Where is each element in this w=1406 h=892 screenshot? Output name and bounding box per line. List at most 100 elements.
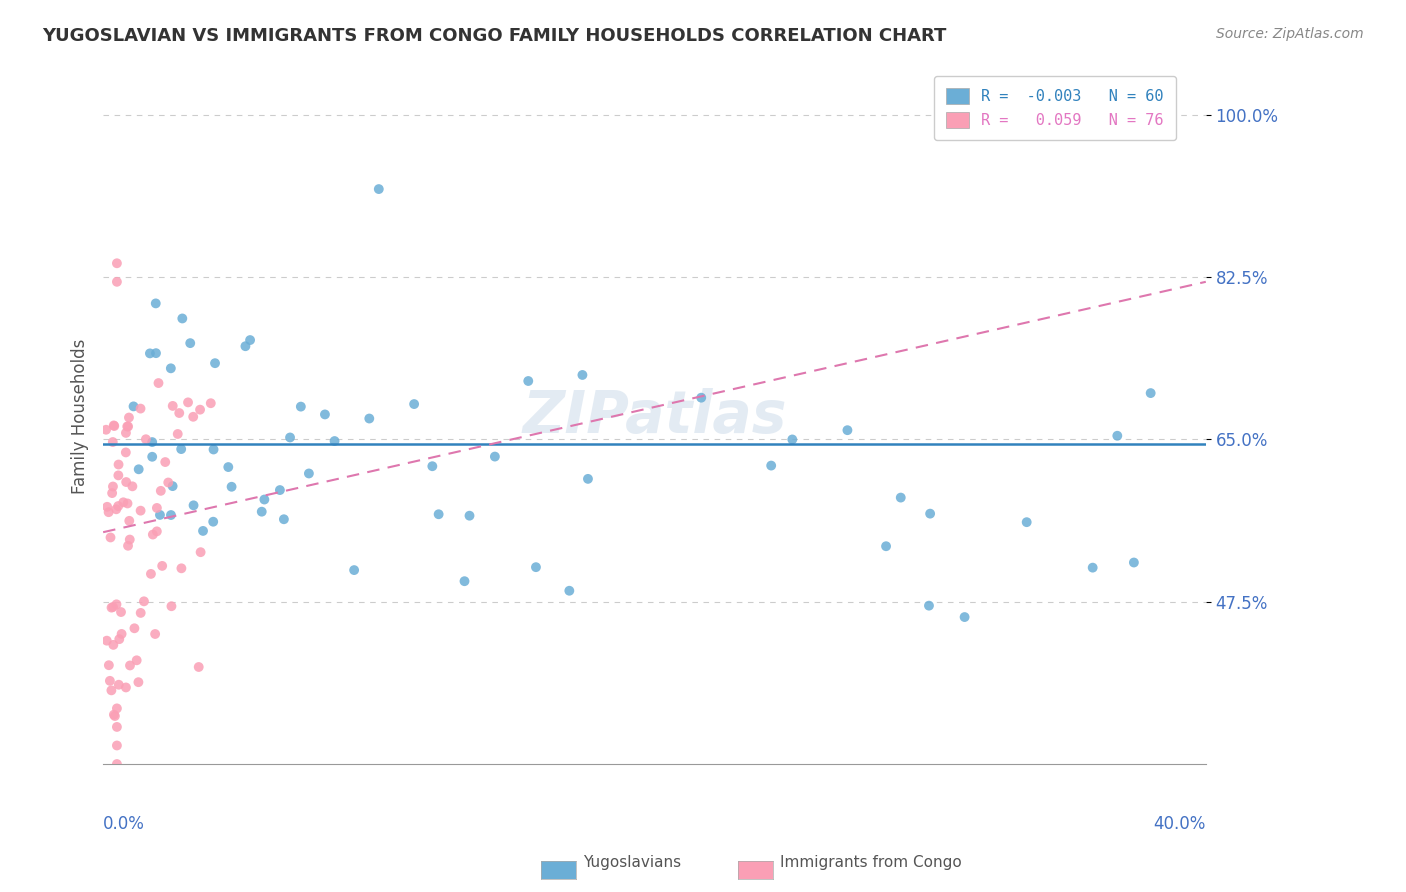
Point: [128, 462, 150, 476]
Point: [101, 479, 124, 493]
Legend: R =  -0.003   N = 60, R =   0.059   N = 76: R = -0.003 N = 60, R = 0.059 N = 76: [934, 76, 1175, 140]
Point: [107, 468, 129, 483]
Point: [115, 681, 138, 695]
Point: [420, 459, 443, 474]
Point: [105, 597, 128, 611]
Point: [114, 445, 136, 459]
Point: [96, 500, 118, 514]
Point: [157, 475, 180, 490]
Point: [125, 653, 148, 667]
Point: [890, 491, 912, 505]
Point: [1015, 515, 1038, 529]
Point: [98, 673, 121, 688]
Point: [135, 432, 157, 446]
Point: [166, 427, 188, 442]
Point: [101, 486, 124, 500]
Point: [179, 336, 201, 351]
Point: [149, 483, 172, 498]
Point: [177, 395, 200, 409]
Point: [202, 442, 225, 457]
Point: [105, 502, 128, 516]
Point: [105, 275, 128, 289]
Point: [104, 709, 127, 723]
Point: [204, 356, 226, 370]
Point: [367, 182, 389, 196]
Point: [290, 400, 312, 414]
Point: [1139, 386, 1161, 401]
Point: [181, 409, 204, 424]
Point: [101, 435, 124, 450]
Point: [187, 660, 209, 674]
Point: [172, 311, 194, 326]
Point: [875, 539, 897, 553]
Point: [100, 531, 122, 545]
Point: [129, 606, 152, 620]
Point: [149, 508, 172, 522]
Point: [1122, 556, 1144, 570]
Point: [190, 545, 212, 559]
Point: [953, 610, 976, 624]
Point: [129, 401, 152, 416]
Point: [122, 400, 145, 414]
Point: [100, 683, 122, 698]
Point: [103, 638, 125, 652]
Point: [118, 514, 141, 528]
Point: [359, 411, 381, 425]
Point: [571, 368, 593, 382]
Point: [524, 560, 547, 574]
Point: [162, 479, 184, 493]
Point: [160, 599, 183, 614]
Point: [145, 346, 167, 360]
Point: [558, 583, 581, 598]
Point: [127, 675, 149, 690]
Point: [115, 419, 138, 434]
Point: [105, 256, 128, 270]
Point: [343, 563, 366, 577]
Point: [160, 508, 183, 522]
Text: YUGOSLAVIAN VS IMMIGRANTS FROM CONGO FAMILY HOUSEHOLDS CORRELATION CHART: YUGOSLAVIAN VS IMMIGRANTS FROM CONGO FAM…: [42, 27, 946, 45]
Point: [139, 566, 162, 581]
Point: [94, 423, 117, 437]
Point: [160, 361, 183, 376]
Point: [170, 442, 193, 456]
Text: Yugoslavians: Yugoslavians: [583, 855, 682, 870]
Point: [117, 539, 139, 553]
Point: [253, 492, 276, 507]
Point: [278, 430, 301, 444]
Point: [118, 410, 141, 425]
Text: Immigrants from Congo: Immigrants from Congo: [780, 855, 962, 870]
Point: [146, 524, 169, 539]
Point: [183, 499, 205, 513]
Point: [837, 423, 859, 437]
Point: [117, 496, 139, 510]
Point: [484, 450, 506, 464]
Point: [918, 599, 941, 613]
Point: [141, 435, 163, 450]
Point: [105, 701, 128, 715]
Point: [96, 633, 118, 648]
Point: [108, 632, 131, 647]
Point: [200, 396, 222, 410]
Point: [404, 397, 426, 411]
Point: [143, 627, 166, 641]
Point: [576, 472, 599, 486]
Point: [124, 621, 146, 635]
Point: [146, 500, 169, 515]
Point: [115, 475, 138, 489]
Point: [110, 627, 132, 641]
Point: [132, 594, 155, 608]
Point: [458, 508, 481, 523]
Point: [117, 419, 139, 434]
Point: [759, 458, 782, 473]
Point: [105, 757, 128, 772]
Point: [1107, 429, 1129, 443]
Point: [107, 499, 129, 513]
Point: [105, 739, 128, 753]
Point: [155, 455, 177, 469]
Y-axis label: Family Households: Family Households: [72, 339, 89, 494]
Point: [162, 399, 184, 413]
Point: [269, 483, 291, 497]
Point: [517, 374, 540, 388]
Point: [273, 512, 295, 526]
Point: [97, 658, 120, 673]
